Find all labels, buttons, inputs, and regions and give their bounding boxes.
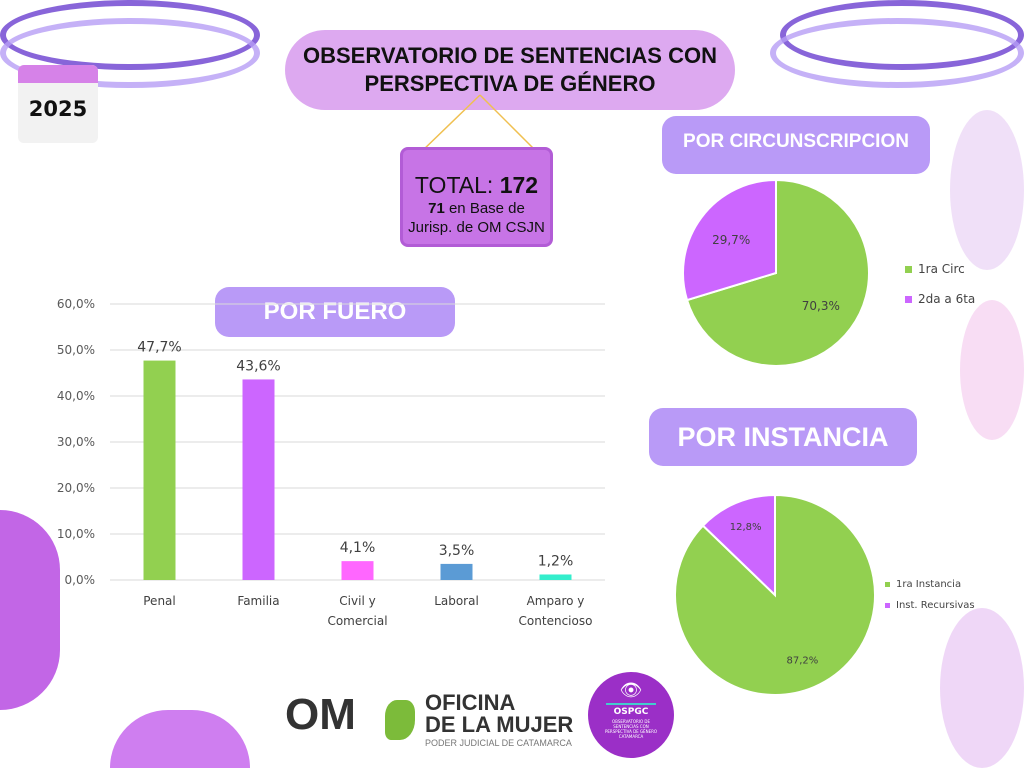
bar bbox=[242, 379, 275, 580]
pie-slice bbox=[682, 178, 777, 302]
legend-circ: 1ra Circ 2da a 6ta bbox=[905, 262, 975, 306]
logo-line-1: OFICINA bbox=[425, 690, 516, 715]
x-tick-label: Penal bbox=[143, 594, 175, 608]
data-label: 43,6% bbox=[236, 358, 280, 374]
legend-label: 1ra Circ bbox=[918, 262, 965, 276]
ospgc-sub: OBSERVATORIO DE SENTENCIAS CON PERSPECTI… bbox=[604, 719, 658, 739]
title-line-1: OBSERVATORIO DE SENTENCIAS CON bbox=[303, 43, 717, 68]
catamarca-map-icon bbox=[385, 700, 415, 740]
total-value: 172 bbox=[499, 172, 539, 198]
x-tick-label: Familia bbox=[237, 594, 279, 608]
bar bbox=[143, 360, 176, 580]
y-tick-label: 20,0% bbox=[57, 481, 95, 495]
oficina-mujer-logo: OM OFICINA DE LA MUJER PODER JUDICIAL DE… bbox=[285, 690, 585, 760]
banner-por-fuero: POR FUERO bbox=[215, 287, 455, 337]
y-tick-label: 60,0% bbox=[57, 297, 95, 311]
y-tick-label: 0,0% bbox=[65, 573, 96, 587]
pie-label: 70,3% bbox=[802, 299, 840, 313]
base-text: en Base de bbox=[448, 200, 525, 217]
bar bbox=[341, 561, 374, 580]
ospgc-logo: 👁 OSPGC OBSERVATORIO DE SENTENCIAS CON P… bbox=[588, 672, 674, 758]
logo-line-2: DE LA MUJER bbox=[425, 712, 574, 737]
data-label: 47,7% bbox=[137, 340, 181, 356]
legend-label: 1ra Instancia bbox=[896, 579, 962, 590]
legend-label: Inst. Recursivas bbox=[896, 600, 975, 611]
pie-label: 29,7% bbox=[712, 233, 750, 247]
y-tick-label: 50,0% bbox=[57, 343, 95, 357]
logo-sub: PODER JUDICIAL DE CATAMARCA bbox=[425, 738, 572, 748]
pie-slice bbox=[701, 493, 776, 598]
decor-wave bbox=[770, 18, 1024, 88]
legend-item: Inst. Recursivas bbox=[885, 600, 975, 611]
decor-splash bbox=[950, 110, 1024, 270]
banner-por-instancia: POR INSTANCIA bbox=[649, 408, 917, 466]
legend-instancia: 1ra Instancia Inst. Recursivas bbox=[885, 579, 975, 611]
data-label: 4,1% bbox=[340, 540, 376, 556]
base-text-2: Jurisp. de OM CSJN bbox=[408, 219, 545, 236]
total-sign: TOTAL: 172 71 en Base de Jurisp. de OM C… bbox=[400, 147, 553, 247]
bar bbox=[539, 574, 572, 580]
legend-item: 2da a 6ta bbox=[905, 292, 975, 306]
legend-item: 1ra Instancia bbox=[885, 579, 975, 590]
y-tick-label: 10,0% bbox=[57, 527, 95, 541]
y-tick-label: 30,0% bbox=[57, 435, 95, 449]
x-tick-label: Amparo y bbox=[527, 594, 585, 608]
title-line-2: PERSPECTIVA DE GÉNERO bbox=[364, 71, 656, 96]
decor-circle bbox=[0, 510, 60, 710]
x-tick-label: Comercial bbox=[327, 614, 387, 628]
logo-om: OM bbox=[285, 690, 356, 739]
data-label: 3,5% bbox=[439, 543, 475, 559]
page-title: OBSERVATORIO DE SENTENCIAS CON PERSPECTI… bbox=[285, 42, 735, 98]
eye-icon: 👁 bbox=[619, 680, 643, 701]
data-label: 1,2% bbox=[538, 553, 574, 569]
calendar-icon: 2025 bbox=[18, 65, 98, 143]
x-tick-label: Contencioso bbox=[519, 614, 593, 628]
year-label: 2025 bbox=[28, 97, 88, 121]
x-tick-label: Laboral bbox=[434, 594, 479, 608]
banner-por-circunscripcion: POR CIRCUNSCRIPCION bbox=[662, 116, 930, 174]
decor-wave bbox=[0, 18, 260, 88]
total-label: TOTAL: bbox=[414, 172, 494, 198]
ospgc-label: OSPGC bbox=[613, 707, 649, 717]
sign-strings bbox=[419, 94, 539, 154]
title-brush bbox=[285, 30, 735, 110]
pie-label: 12,8% bbox=[730, 522, 762, 533]
x-tick-label: Civil y bbox=[339, 594, 375, 608]
base-count: 71 bbox=[428, 200, 445, 217]
legend-item: 1ra Circ bbox=[905, 262, 975, 276]
y-tick-label: 40,0% bbox=[57, 389, 95, 403]
bar bbox=[440, 563, 473, 580]
decor-splash bbox=[960, 300, 1024, 440]
pie-slice bbox=[685, 178, 870, 367]
pie-label: 87,2% bbox=[787, 655, 819, 666]
legend-label: 2da a 6ta bbox=[918, 292, 976, 306]
decor-splash bbox=[940, 608, 1024, 768]
